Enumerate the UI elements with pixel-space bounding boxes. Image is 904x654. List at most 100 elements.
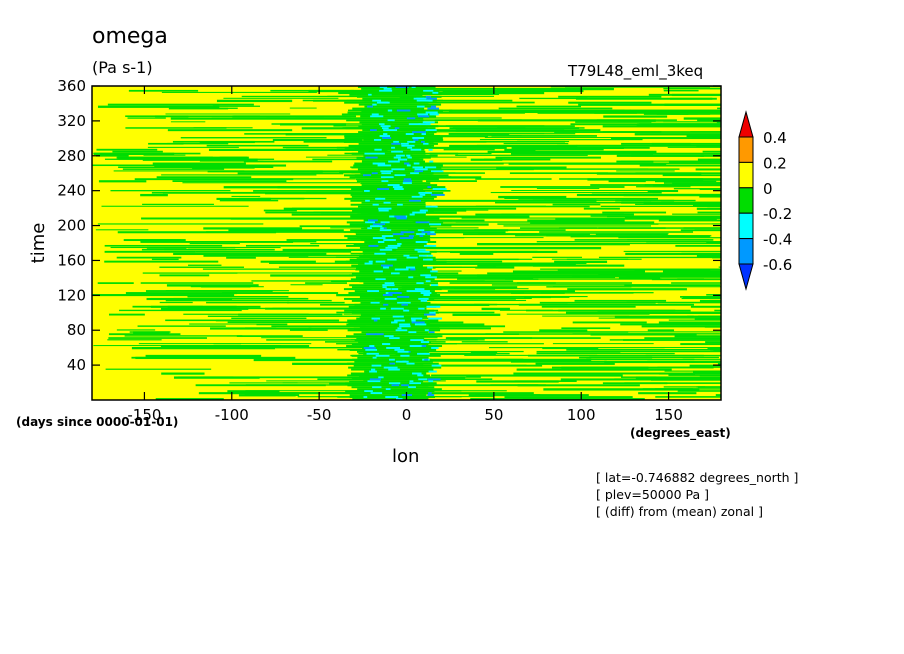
field-cell [166, 284, 259, 287]
field-cell [373, 270, 383, 273]
field-cell [344, 135, 440, 138]
field-cell [408, 331, 417, 334]
field-cell [443, 148, 495, 151]
field-cell [372, 356, 377, 359]
field-cell [457, 278, 539, 280]
field-cell [574, 299, 667, 302]
field-cell [371, 172, 378, 175]
field-cell [401, 129, 565, 132]
field-cell [288, 256, 424, 258]
field-cell [372, 99, 381, 102]
field-cell [475, 205, 546, 207]
field-cell [397, 243, 402, 245]
field-cell [558, 309, 691, 312]
x-tick-label: -50 [307, 406, 332, 424]
field-cell [394, 348, 405, 351]
field-cell [363, 350, 430, 353]
field-cell [411, 195, 423, 198]
field-cell [412, 166, 423, 169]
field-cell [227, 390, 280, 393]
field-cell [496, 87, 614, 91]
field-cell [620, 160, 703, 162]
field-cell [352, 91, 426, 94]
field-cell [431, 364, 442, 367]
field-cell [361, 227, 437, 230]
field-cell [346, 323, 434, 326]
field-cell [408, 229, 509, 232]
field-cell [382, 284, 395, 287]
field-cell [97, 223, 264, 225]
field-cell [346, 221, 444, 224]
field-cell [387, 117, 502, 119]
field-cell [195, 384, 326, 387]
colorbar-segment [738, 187, 754, 214]
field-cell [405, 133, 414, 136]
field-cell [438, 140, 570, 143]
field-cell [428, 148, 433, 151]
field-cell [692, 203, 721, 207]
field-cell [416, 233, 426, 236]
field-cell [603, 115, 668, 118]
field-cell [516, 368, 672, 371]
field-cell [676, 268, 721, 271]
field-cell [664, 370, 721, 372]
colorbar: 0.4 0.2 0 -0.2 -0.4 -0.6 [738, 110, 792, 291]
field-cell [413, 392, 534, 395]
field-cell [638, 392, 697, 395]
field-cell [506, 313, 650, 315]
field-cell [418, 307, 425, 310]
colorbar-label: 0 [763, 180, 773, 198]
field-cell [623, 250, 721, 252]
field-cell [377, 164, 392, 167]
field-cell [140, 193, 168, 197]
field-cell [424, 329, 429, 332]
field-cell [487, 135, 522, 137]
field-cell [415, 89, 469, 92]
field-cell [354, 339, 428, 342]
note-plev: [ plev=50000 Pa ] [596, 487, 710, 502]
field-cell [430, 284, 439, 287]
field-cell [411, 319, 416, 322]
field-cell [362, 97, 424, 100]
field-cell [135, 356, 296, 360]
field-cell [409, 345, 422, 348]
field-cell [108, 337, 207, 339]
field-cell [366, 352, 379, 355]
field-cell [367, 290, 379, 293]
field-cell [410, 172, 419, 175]
field-cell [397, 158, 408, 161]
field-cell [535, 362, 615, 365]
field-cell [231, 317, 307, 320]
field-cell [512, 270, 645, 273]
field-cell [346, 186, 430, 189]
field-cell [396, 109, 411, 112]
field-cell [536, 188, 600, 190]
field-cell [351, 299, 425, 302]
field-cell [396, 217, 407, 220]
field-cell [365, 156, 378, 159]
field-cell [347, 329, 441, 332]
field-cell [358, 341, 431, 344]
field-cell [579, 366, 649, 369]
field-cell [161, 372, 205, 375]
field-cell [516, 150, 657, 154]
field-cell [257, 197, 327, 200]
field-cell [350, 278, 435, 281]
field-cell [353, 243, 427, 245]
field-cell [369, 345, 375, 348]
field-cell [417, 270, 462, 272]
field-cell [413, 97, 427, 100]
heatmap-field [92, 86, 721, 400]
field-cell [406, 362, 415, 365]
field-cell [354, 174, 432, 177]
field-cell [359, 270, 432, 273]
field-cell [663, 89, 699, 92]
field-cell [365, 199, 370, 202]
field-cell [390, 272, 400, 275]
field-cell [682, 358, 721, 360]
field-cell [364, 370, 434, 373]
field-cell [566, 348, 721, 351]
field-cell [621, 201, 721, 204]
field-cell [372, 237, 386, 240]
field-cell [97, 105, 220, 108]
